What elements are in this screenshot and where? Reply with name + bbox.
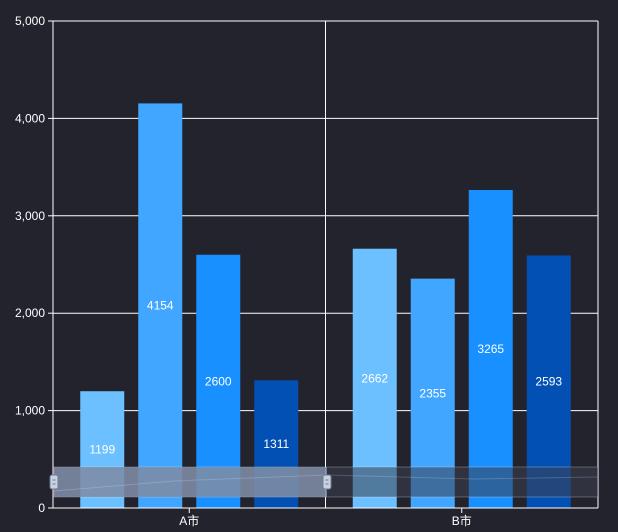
bar (468, 189, 513, 508)
bar-data-label: 1199 (89, 443, 115, 457)
handle-grip[interactable] (322, 474, 332, 490)
datazoom-left-handle[interactable] (49, 474, 59, 490)
grid-lines (52, 20, 599, 509)
bar (138, 103, 183, 509)
bar-data-label: 2662 (361, 371, 388, 385)
bar-data-label: 2593 (535, 375, 562, 389)
bar-data-label: 4154 (147, 299, 174, 313)
bar (526, 255, 571, 508)
y-tick-label: 1,000 (15, 404, 45, 418)
bar-data-label: 1311 (263, 437, 289, 451)
bars: 1199 4154 2600 1311 2662 2355 3265 2593 (80, 103, 571, 509)
bar (196, 254, 241, 508)
datazoom-slider[interactable] (49, 466, 599, 498)
y-tick-label: 0 (38, 501, 45, 515)
handle-grip[interactable] (49, 474, 59, 490)
datazoom-right-handle[interactable] (322, 474, 332, 490)
bar-data-label: 2355 (419, 386, 446, 400)
bar-data-label: 3265 (477, 342, 504, 356)
x-category-label: B市 (452, 513, 472, 528)
bar-data-label: 2600 (205, 374, 232, 388)
y-tick-label: 4,000 (15, 111, 45, 125)
y-tick-label: 2,000 (15, 306, 45, 320)
x-category-label: A市 (179, 513, 199, 528)
bar (352, 248, 397, 509)
axes: 0 1,000 2,000 3,000 4,000 5,000 A市 B市 (15, 14, 598, 528)
y-tick-label: 3,000 (15, 209, 45, 223)
y-tick-label: 5,000 (15, 14, 45, 28)
datazoom-selected-range[interactable] (54, 467, 327, 497)
